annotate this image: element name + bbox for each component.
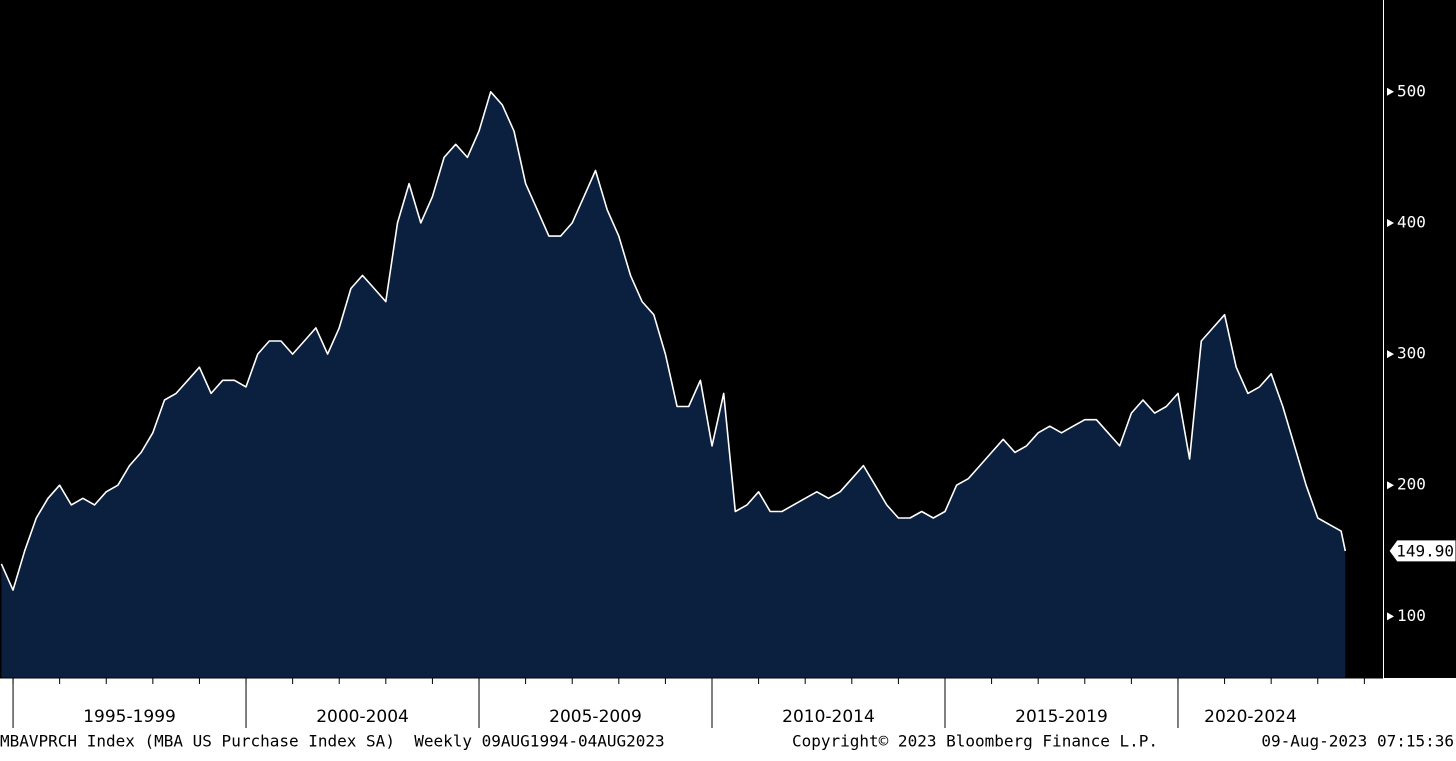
footer-right: 09-Aug-2023 07:15:36 <box>1261 732 1454 751</box>
x-band-label: 2010-2014 <box>782 707 875 727</box>
y-tick-label: 300 <box>1397 344 1426 363</box>
y-tick-label: 500 <box>1397 81 1426 100</box>
footer-middle: Copyright© 2023 Bloomberg Finance L.P. <box>792 732 1158 751</box>
y-tick-mark <box>1387 87 1394 96</box>
footer-left: MBAVPRCH Index (MBA US Purchase Index SA… <box>0 732 665 751</box>
x-band-label: 2000-2004 <box>316 707 409 727</box>
corner <box>1384 678 1456 730</box>
y-tick-label: 200 <box>1397 475 1426 494</box>
y-tick-mark <box>1387 481 1394 490</box>
x-axis-background <box>0 678 1384 730</box>
y-tick-mark <box>1387 350 1394 359</box>
end-label-box <box>1388 539 1456 563</box>
x-band-label: 2005-2009 <box>549 707 642 727</box>
x-band-label: 2020-2024 <box>1204 707 1297 727</box>
y-tick-mark <box>1387 612 1394 621</box>
end-label: 149.90 <box>1396 541 1454 560</box>
x-band-label: 1995-1999 <box>83 707 176 727</box>
area-fill <box>1 91 1346 679</box>
x-band-label: 2015-2019 <box>1015 707 1108 727</box>
y-tick-label: 100 <box>1397 606 1426 625</box>
y-tick-mark <box>1387 218 1394 227</box>
area-line <box>0 91 1347 591</box>
y-tick-label: 400 <box>1397 212 1426 231</box>
